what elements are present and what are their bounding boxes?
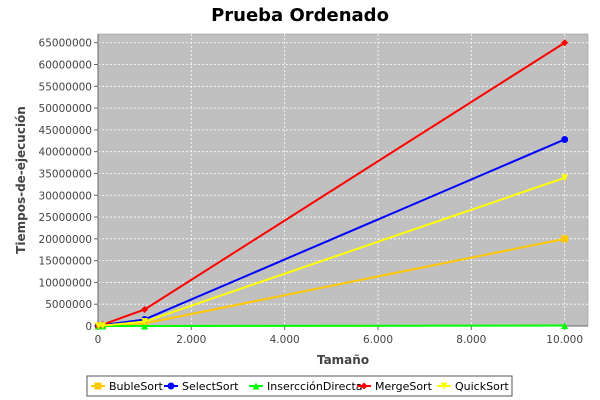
y-tick-label: 15000000 xyxy=(39,256,92,268)
y-axis-ticks: 0 5000000 10000000 15000000 20000000 25000000… xyxy=(39,38,98,333)
legend-label: InsercciónDirecta xyxy=(267,380,363,393)
y-tick-label: 60000000 xyxy=(39,60,92,72)
data-point xyxy=(141,305,149,313)
legend-swatch-marker xyxy=(167,382,175,390)
y-axis-label: Tiempos-de-ejecución xyxy=(14,106,28,254)
y-tick-label: 0 xyxy=(85,321,92,333)
data-point xyxy=(561,39,569,47)
data-point xyxy=(141,322,149,330)
x-axis-label: Tamaño xyxy=(317,353,369,367)
plot-area xyxy=(97,33,589,327)
x-tick-label: 4.000 xyxy=(270,334,300,346)
y-tick-label: 50000000 xyxy=(39,103,92,115)
legend-label: BubleSort xyxy=(109,380,164,393)
y-tick-label: 40000000 xyxy=(39,147,92,159)
data-point xyxy=(561,174,569,182)
chart-title: Prueba Ordenado xyxy=(211,5,389,26)
legend-swatch-marker xyxy=(252,382,260,390)
legend-swatch-marker xyxy=(94,382,102,390)
y-tick-label: 25000000 xyxy=(39,212,92,224)
legend-item: MergeSort xyxy=(357,380,433,393)
y-tick-label: 30000000 xyxy=(39,190,92,202)
legend-label: QuickSort xyxy=(455,380,509,393)
grid xyxy=(98,34,588,326)
data-point xyxy=(99,322,107,330)
x-tick-label: 2.000 xyxy=(176,334,206,346)
legend: BubleSort SelectSort InsercciónDirecta Merg… xyxy=(86,375,513,397)
legend-item: SelectSort xyxy=(164,380,239,393)
legend-item: BubleSort xyxy=(91,380,164,393)
data-point xyxy=(561,135,569,143)
data-point xyxy=(561,235,569,243)
y-tick-label: 65000000 xyxy=(39,38,92,50)
series-quicksort xyxy=(94,174,569,330)
x-tick-label: 6.000 xyxy=(363,334,393,346)
x-tick-label: 0 xyxy=(95,334,102,346)
legend-item: QuickSort xyxy=(437,380,509,393)
y-tick-label: 5000000 xyxy=(45,299,92,311)
y-tick-label: 35000000 xyxy=(39,168,92,180)
legend-label: MergeSort xyxy=(375,380,433,393)
data-point xyxy=(94,322,102,330)
legend-box xyxy=(86,375,513,397)
x-tick-label: 8.000 xyxy=(456,334,486,346)
data-point xyxy=(141,318,149,326)
y-tick-label: 10000000 xyxy=(39,277,92,289)
legend-item: InsercciónDirecta xyxy=(249,380,363,393)
y-tick-label: 55000000 xyxy=(39,81,92,93)
data-point xyxy=(561,322,569,330)
series-line xyxy=(98,176,565,327)
x-tick-label: 10.000 xyxy=(546,334,583,346)
legend-label: SelectSort xyxy=(182,380,239,393)
x-axis-ticks: 0 2.000 4.000 6.000 8.000 10.000 xyxy=(95,326,583,346)
y-tick-label: 20000000 xyxy=(39,234,92,246)
series-layer xyxy=(94,39,569,330)
legend-swatch-marker xyxy=(440,382,448,390)
y-tick-label: 45000000 xyxy=(39,125,92,137)
legend-swatch-marker xyxy=(360,382,368,390)
